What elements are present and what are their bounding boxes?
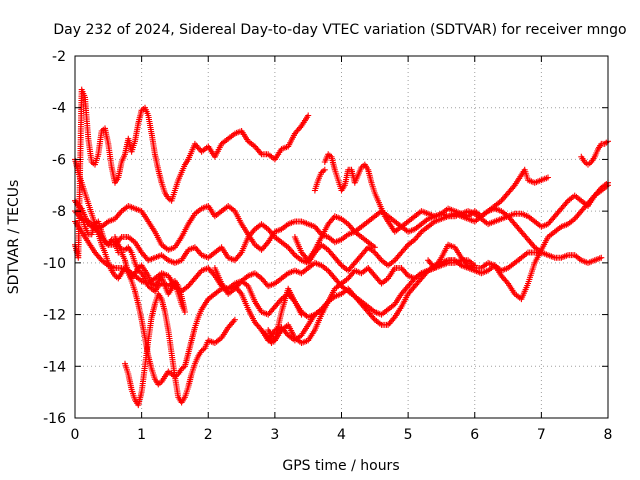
x-tick-label: 5 bbox=[404, 427, 413, 443]
data-point bbox=[458, 262, 465, 269]
data-series bbox=[405, 205, 545, 256]
y-tick-label: -6 bbox=[52, 152, 66, 168]
data-point bbox=[305, 112, 312, 119]
data-point bbox=[298, 311, 305, 318]
y-tick-label: -2 bbox=[52, 49, 66, 65]
data-series bbox=[112, 234, 188, 315]
x-tick-label: 0 bbox=[71, 427, 80, 443]
x-tick-label: 6 bbox=[470, 427, 479, 443]
data-series bbox=[265, 285, 305, 344]
data-series bbox=[72, 208, 412, 274]
data-series bbox=[211, 265, 325, 321]
y-tick-label: -16 bbox=[43, 411, 66, 427]
y-tick-label: -4 bbox=[52, 101, 66, 117]
data-series bbox=[72, 86, 192, 261]
data-point bbox=[181, 309, 188, 315]
data-point bbox=[545, 174, 551, 181]
data-point bbox=[318, 306, 325, 313]
x-axis-label: GPS time / hours bbox=[282, 458, 399, 474]
y-tick-label: -10 bbox=[43, 256, 66, 272]
x-tick-label: 2 bbox=[204, 427, 213, 443]
data-point bbox=[321, 166, 328, 173]
x-tick-label: 8 bbox=[604, 427, 613, 443]
data-series bbox=[425, 182, 611, 303]
x-tick-label: 3 bbox=[270, 427, 279, 443]
data-series bbox=[291, 213, 378, 264]
data-point bbox=[231, 316, 238, 323]
y-tick-label: -12 bbox=[43, 308, 66, 324]
data-series bbox=[72, 197, 385, 253]
data-series bbox=[122, 290, 238, 409]
data-point bbox=[371, 244, 378, 251]
chart-title: Day 232 of 2024, Sidereal Day-to-day VTE… bbox=[53, 22, 626, 38]
x-tick-label: 4 bbox=[337, 427, 346, 443]
x-tick-label: 1 bbox=[137, 427, 146, 443]
axes: 0 1 2 3 4 5 6 7 8 -2 -4 -6 -8 -10 -12 -14 -16 bbox=[43, 49, 612, 443]
x-tick-label: 7 bbox=[537, 427, 546, 443]
data-point bbox=[598, 254, 605, 261]
data-series bbox=[185, 112, 312, 163]
y-axis-label: SDTVAR / TECUs bbox=[6, 180, 22, 295]
plot-area bbox=[72, 86, 611, 409]
data-series bbox=[311, 166, 328, 194]
data-series bbox=[578, 138, 611, 168]
y-tick-label: -8 bbox=[52, 204, 66, 220]
y-tick-label: -14 bbox=[43, 359, 66, 375]
